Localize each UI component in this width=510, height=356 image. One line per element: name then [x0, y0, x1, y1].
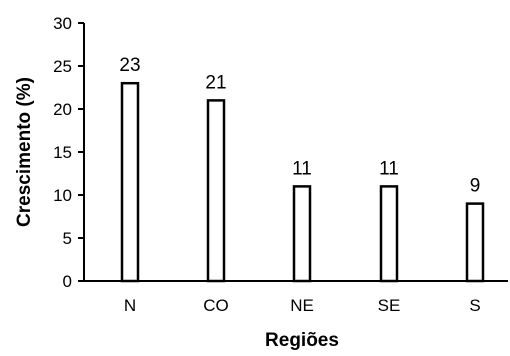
- x-axis-tick-labels: N CO NE SE S: [124, 296, 481, 315]
- bar-se: [379, 185, 399, 283]
- data-label-n: 23: [119, 55, 140, 76]
- y-tick-label: 25: [53, 57, 72, 76]
- bars: [120, 81, 485, 283]
- y-tick-label: 30: [53, 14, 72, 33]
- bar-co: [206, 99, 226, 283]
- y-tick-label: 15: [53, 143, 72, 162]
- x-axis-title: Regiões: [265, 330, 339, 351]
- x-tick-label-s: S: [469, 296, 480, 315]
- y-tick-label: 10: [53, 186, 72, 205]
- data-label-se: 11: [379, 158, 399, 179]
- bar-ne: [292, 185, 312, 283]
- x-tick-label-co: CO: [203, 296, 229, 315]
- data-label-s: 9: [470, 176, 481, 197]
- y-axis-ticks: 0 5 10 15 20 25 30: [53, 14, 84, 291]
- bar-n: [120, 81, 140, 283]
- data-label-ne: 11: [292, 158, 312, 179]
- x-tick-label-ne: NE: [290, 296, 314, 315]
- y-tick-label: 0: [63, 272, 72, 291]
- data-labels: 23 21 11 11 9: [119, 55, 480, 196]
- x-tick-label-se: SE: [378, 296, 401, 315]
- bar-s: [465, 202, 485, 283]
- y-axis-title: Crescimento (%): [14, 77, 35, 227]
- data-label-co: 21: [205, 72, 226, 93]
- y-tick-label: 20: [53, 100, 72, 119]
- x-tick-label-n: N: [124, 296, 136, 315]
- y-tick-label: 5: [63, 229, 72, 248]
